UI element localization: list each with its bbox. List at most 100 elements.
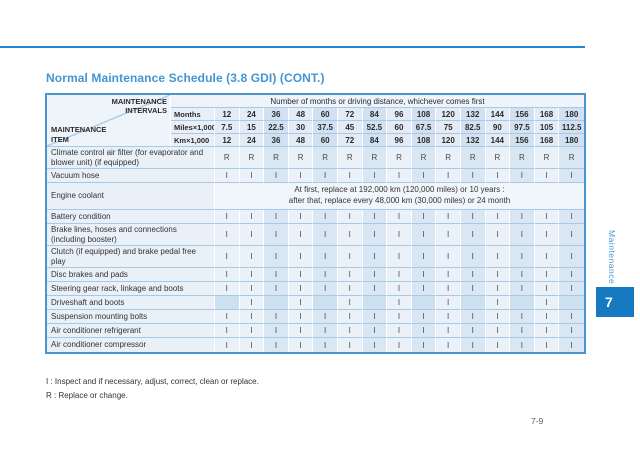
interval-value-cell: 180 [559,134,584,147]
mark-cell: I [460,224,486,246]
mark-cell: I [362,210,388,224]
mark-cell: I [460,268,486,282]
interval-value-cell: 60 [313,108,338,121]
table-row: Driveshaft and boots I I I I I I I [47,296,584,310]
mark-cell: I [387,224,412,246]
interval-value-cell: 67.5 [411,121,437,134]
mark-cell: I [337,338,363,352]
mark-cell: I [436,246,461,268]
table-row: Battery condition I I I I I I I I I I I I I I I [47,210,584,224]
interval-value-cell: 22.5 [264,121,289,134]
maintenance-item-name: Engine coolant [47,183,215,210]
interval-row-km: Km×1,000 12 24 36 48 60 72 84 96 108 120 132 144 156 1… [47,134,584,147]
mark-cell: I [288,296,314,310]
mark-cell: I [264,268,289,282]
mark-cell: I [313,338,338,352]
interval-row-months: Months 12 24 36 48 60 72 84 96 108 120 132 144 156 168… [47,108,584,121]
interval-value-cell: 60 [387,121,412,134]
mark-cell: I [215,169,240,183]
mark-cell: R [485,147,511,169]
mark-cell [313,296,338,310]
mark-cell: I [264,210,289,224]
interval-value-cell: 7.5 [215,121,240,134]
mark-cell: I [411,268,437,282]
mark-cell: I [215,338,240,352]
mark-cell: I [215,210,240,224]
maintenance-item-name: Air conditioner refrigerant [47,324,215,338]
mark-cell: I [313,282,338,296]
mark-cell: I [411,169,437,183]
mark-cell: I [460,324,486,338]
mark-cell: R [436,147,461,169]
maintenance-item-name: Vacuum hose [47,169,215,183]
mark-cell: I [239,324,265,338]
mark-cell: I [362,310,388,324]
mark-cell: R [288,147,314,169]
mark-cell: R [337,147,363,169]
mark-cell [215,296,240,310]
mark-cell: I [337,210,363,224]
mark-cell: I [436,282,461,296]
interval-value-cell: 12 [215,108,240,121]
mark-cell: I [510,224,535,246]
mark-cell: I [313,210,338,224]
mark-cell: I [436,296,461,310]
table-row: Steering gear rack, linkage and boots I I I… [47,282,584,296]
maintenance-item-name: Climate control air filter (for evaporat… [47,147,215,169]
mark-cell: I [411,310,437,324]
interval-value-cell: 48 [288,134,314,147]
mark-cell: I [510,282,535,296]
interval-value-cell: 90 [485,121,511,134]
mark-cell: I [534,169,560,183]
mark-cell: I [337,246,363,268]
mark-cell: I [559,210,584,224]
mark-cell: I [362,282,388,296]
mark-cell: I [510,210,535,224]
mark-cell [362,296,388,310]
mark-cell: I [387,310,412,324]
mark-cell: I [215,282,240,296]
mark-cell: I [411,246,437,268]
mark-cell: I [362,338,388,352]
interval-value-cell: 120 [436,108,461,121]
mark-cell: R [362,147,388,169]
table-row: Air conditioner refrigerant I I I I I I I I I I I I I… [47,324,584,338]
chapter-tab: 7 [596,287,634,317]
mark-cell: R [460,147,486,169]
interval-value-cell: 180 [559,108,584,121]
mark-cell: R [411,147,437,169]
mark-cell: I [559,324,584,338]
mark-cell: I [264,310,289,324]
mark-cell: I [288,338,314,352]
interval-value-cell: 30 [288,121,314,134]
interval-value-cell: 24 [239,134,265,147]
mark-cell: I [510,246,535,268]
mark-cell: I [313,246,338,268]
mark-cell: I [436,268,461,282]
mark-cell: I [510,324,535,338]
mark-cell: I [411,282,437,296]
mark-cell: I [534,282,560,296]
mark-cell: I [387,296,412,310]
mark-cell: I [264,224,289,246]
mark-cell: I [411,224,437,246]
interval-value-cell: 82.5 [460,121,486,134]
mark-cell: I [460,210,486,224]
mark-cell [559,296,584,310]
mark-cell: I [337,224,363,246]
interval-value-cell: 84 [362,134,388,147]
interval-value-cell: 120 [436,134,461,147]
mark-cell: R [264,147,289,169]
mark-cell: I [215,310,240,324]
mark-cell: R [387,147,412,169]
maintenance-item-name: Air conditioner compressor [47,338,215,352]
mark-cell: I [559,224,584,246]
mark-cell: I [534,324,560,338]
span-header: Number of months or driving distance, wh… [171,95,584,108]
interval-value-cell: 108 [411,108,437,121]
mark-cell: I [411,210,437,224]
mark-cell: I [485,224,511,246]
interval-value-cell: 105 [534,121,560,134]
mark-cell: I [288,282,314,296]
interval-value-cell: 97.5 [510,121,535,134]
